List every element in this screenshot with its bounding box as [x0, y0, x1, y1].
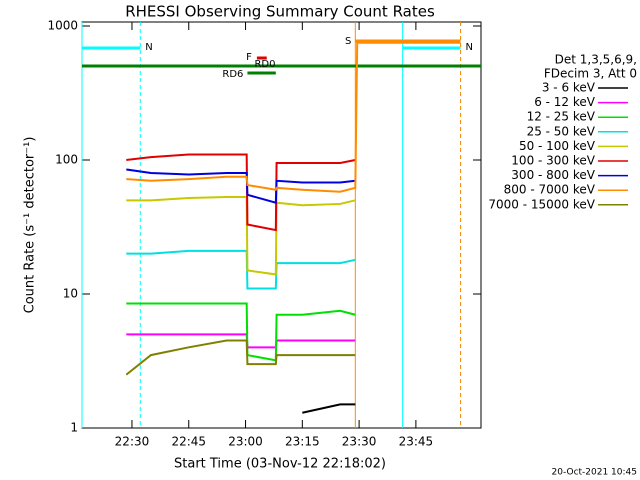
legend-title: FDecim 3, Att 0 [544, 67, 637, 81]
legend-label: 300 - 800 keV [511, 168, 595, 182]
y-tick-label: 100 [55, 153, 78, 167]
flag-label: N [145, 42, 152, 53]
x-tick-label: 23:15 [285, 435, 320, 449]
legend-label: 800 - 7000 keV [504, 183, 596, 197]
flag-label: RD6 [222, 69, 243, 80]
chart-title: RHESSI Observing Summary Count Rates [125, 3, 435, 21]
legend-label: 12 - 25 keV [527, 110, 596, 124]
legend-title: Det 1,3,5,6,9, [555, 53, 637, 67]
y-tick-label: 1 [70, 421, 78, 435]
x-tick-label: 23:30 [342, 435, 377, 449]
x-axis-label: Start Time (03-Nov-12 22:18:02) [174, 457, 386, 472]
y-axis-label: Count Rate (s⁻¹ detector⁻¹) [23, 137, 38, 314]
x-tick-label: 23:45 [399, 435, 434, 449]
legend-label: 6 - 12 keV [534, 95, 596, 109]
y-tick-label: 10 [63, 287, 78, 301]
series-line [126, 168, 356, 205]
series-line [126, 302, 356, 362]
footer: 20-Oct-2021 10:45 [552, 468, 637, 478]
y-tick-label: 1000 [47, 19, 78, 33]
series-line [126, 195, 356, 276]
legend-label: 7000 - 15000 keV [488, 197, 595, 211]
series-line [126, 41, 461, 193]
plot-frame [81, 21, 482, 429]
flag-label: N [466, 42, 473, 53]
series-line [302, 403, 356, 414]
series-line [126, 153, 356, 232]
x-tick-label: 23:00 [228, 435, 263, 449]
series-line [125, 339, 356, 376]
flag-label: F [246, 52, 252, 63]
flag-label: S [345, 36, 351, 47]
series-line [126, 249, 356, 290]
legend-label: 50 - 100 keV [519, 139, 596, 153]
x-tick-label: 22:30 [115, 435, 150, 449]
flag-label: RD0 [254, 59, 275, 70]
x-tick-label: 22:45 [171, 435, 206, 449]
legend-label: 3 - 6 keV [542, 81, 596, 95]
legend-label: 100 - 300 keV [511, 154, 595, 168]
legend-label: 25 - 50 keV [527, 124, 596, 138]
